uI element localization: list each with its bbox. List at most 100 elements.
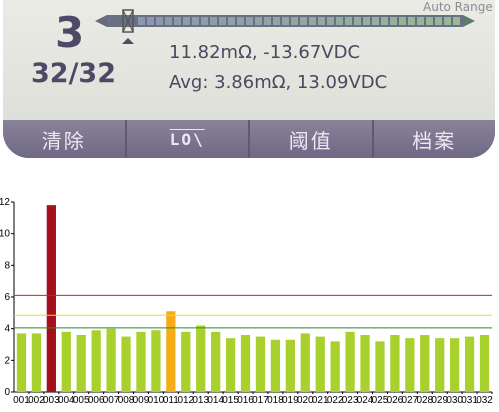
y-tick-label: 10 (0, 229, 10, 240)
x-tick-label: 025 (372, 395, 389, 406)
clear-softkey[interactable]: 清除 (3, 120, 127, 158)
range-cursor-icon (122, 9, 134, 44)
x-tick-label: 001 (13, 395, 30, 406)
range-segment (264, 17, 271, 25)
bar (479, 335, 490, 392)
range-segment (408, 17, 415, 25)
x-tick-label: 003 (43, 395, 60, 406)
y-tick-label: 6 (4, 292, 10, 303)
x-tick-label: 027 (402, 395, 419, 406)
bar (121, 336, 131, 392)
range-segment (318, 17, 325, 25)
bar (106, 328, 116, 392)
x-tick-label: 002 (28, 395, 45, 406)
range-segment (174, 17, 181, 25)
range-segment (183, 17, 190, 25)
bar (31, 333, 42, 392)
bar (240, 335, 251, 392)
range-segment (165, 17, 172, 25)
bar (46, 205, 56, 392)
bar (464, 336, 475, 392)
range-segment (309, 17, 316, 25)
x-tick-label: 004 (58, 395, 75, 406)
bar (420, 335, 430, 392)
bar (166, 311, 176, 392)
x-tick-label: 032 (476, 395, 493, 406)
x-tick-label: 026 (387, 395, 404, 406)
range-segment (336, 17, 343, 25)
range-segment (300, 17, 307, 25)
bar (435, 338, 445, 392)
range-segment (291, 17, 298, 25)
range-segment (228, 17, 235, 25)
range-segment (381, 17, 388, 25)
x-tick-label: 022 (327, 395, 344, 406)
y-tick-label: 12 (0, 197, 10, 208)
x-tick-label: 029 (431, 395, 448, 406)
bar (225, 338, 236, 392)
current-reading: 11.82mΩ, -13.67VDC (169, 42, 361, 63)
x-tick-label: 017 (252, 395, 269, 406)
x-tick-label: 010 (148, 395, 165, 406)
range-segment (246, 17, 253, 25)
bar (360, 335, 370, 392)
range-segment (156, 17, 163, 25)
x-tick-label: 018 (267, 395, 284, 406)
range-segment (282, 17, 289, 25)
range-segment (219, 17, 226, 25)
range-segment (237, 17, 244, 25)
range-right-arrow-icon (463, 15, 475, 27)
bar (375, 341, 385, 392)
measurement-count: 32/32 (31, 58, 117, 89)
range-segment (435, 17, 442, 25)
lcd-screen: Auto Range 3 32/32 11.82mΩ, -13.67VDC Av… (3, 0, 495, 120)
range-segment (345, 17, 352, 25)
x-tick-label: 019 (282, 395, 299, 406)
bar (151, 330, 161, 392)
bar (136, 331, 146, 392)
bar (405, 338, 415, 392)
resistance-bar-chart: 0 2 4 6 8 10 12 001 002 003 004 005 006 007 008 009 010 0… (0, 190, 499, 412)
bar (390, 335, 400, 392)
range-segment (426, 17, 433, 25)
bar (315, 336, 325, 392)
range-segment (255, 17, 262, 25)
range-segment (192, 17, 199, 25)
lo-softkey[interactable]: LO\ (127, 120, 250, 158)
range-segment (399, 17, 406, 25)
range-segment (147, 17, 154, 25)
threshold-softkey[interactable]: 阈值 (250, 120, 374, 158)
bar (211, 331, 221, 392)
range-segment (417, 17, 424, 25)
softkey-menu: 清除 LO\ 阈值 档案 (3, 120, 495, 158)
x-tick-label: 028 (416, 395, 433, 406)
x-tick-label: 021 (312, 395, 329, 406)
x-tick-label: 006 (88, 395, 105, 406)
range-bar-graphic (95, 9, 475, 44)
range-label: Auto Range (423, 0, 493, 14)
archive-softkey[interactable]: 档案 (412, 128, 457, 153)
range-segment (390, 17, 397, 25)
y-tick-label: 0 (4, 387, 10, 398)
bar (91, 330, 101, 392)
x-tick-label: 009 (133, 395, 150, 406)
meter-display: Auto Range 3 32/32 11.82mΩ, -13.67VDC Av… (3, 0, 495, 158)
range-segment (354, 17, 361, 25)
y-tick-label: 2 (4, 355, 10, 366)
x-tick-label: 030 (446, 395, 463, 406)
x-tick-label: 005 (73, 395, 90, 406)
range-segment (201, 17, 208, 25)
x-tick-label: 020 (297, 395, 314, 406)
bar (255, 336, 266, 392)
y-tick-label: 4 (4, 324, 10, 335)
bar (76, 335, 86, 392)
range-segment-bar (107, 15, 463, 27)
x-tick-label: 014 (207, 395, 224, 406)
bar (285, 339, 295, 392)
mode-number: 3 (55, 8, 85, 57)
x-tick-label: 013 (192, 395, 209, 406)
bar (196, 325, 206, 392)
x-tick-label: 016 (237, 395, 254, 406)
range-segment (444, 17, 451, 25)
bar (61, 331, 71, 392)
